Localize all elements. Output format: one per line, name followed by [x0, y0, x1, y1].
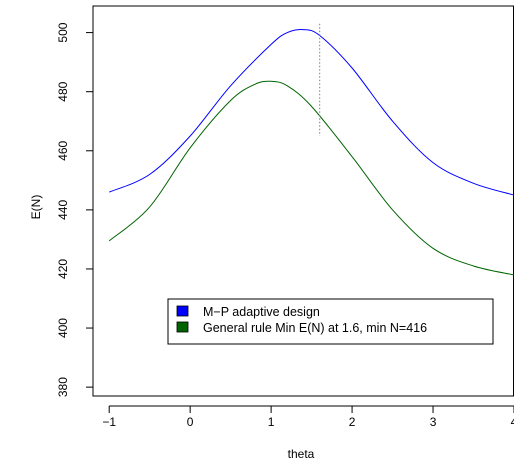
legend-label-1: General rule Min E(N) at 1.6, min N=416 [203, 321, 427, 335]
x-axis-label: theta [288, 447, 315, 461]
axes: −1 0 1 2 3 4 380 400 420 440 460 480 500 [56, 22, 514, 429]
x-tick-label: 3 [430, 415, 437, 429]
y-tick-label: 400 [56, 318, 70, 338]
legend: M−P adaptive design General rule Min E(N… [167, 298, 494, 345]
series-line-0 [109, 28, 514, 196]
y-tick-label: 500 [56, 22, 70, 42]
legend-label-0: M−P adaptive design [203, 305, 320, 319]
y-tick-label: 380 [56, 377, 70, 397]
x-tick-label: 2 [349, 415, 356, 429]
legend-swatch-blue [176, 305, 189, 317]
legend-box [167, 298, 494, 345]
y-tick-label: 460 [56, 140, 70, 160]
series-line-1 [108, 80, 514, 276]
x-tick-label: 4 [511, 415, 514, 429]
y-tick-label: 480 [56, 81, 70, 101]
x-tick-label: −1 [102, 415, 116, 429]
plot-marks [108, 23, 514, 276]
y-tick-label: 440 [56, 200, 70, 220]
x-tick-label: 0 [187, 415, 194, 429]
x-tick-label: 1 [268, 415, 275, 429]
y-axis-label: E(N) [29, 195, 43, 220]
y-tick-label: 420 [56, 259, 70, 279]
legend-swatch-green [176, 321, 189, 333]
